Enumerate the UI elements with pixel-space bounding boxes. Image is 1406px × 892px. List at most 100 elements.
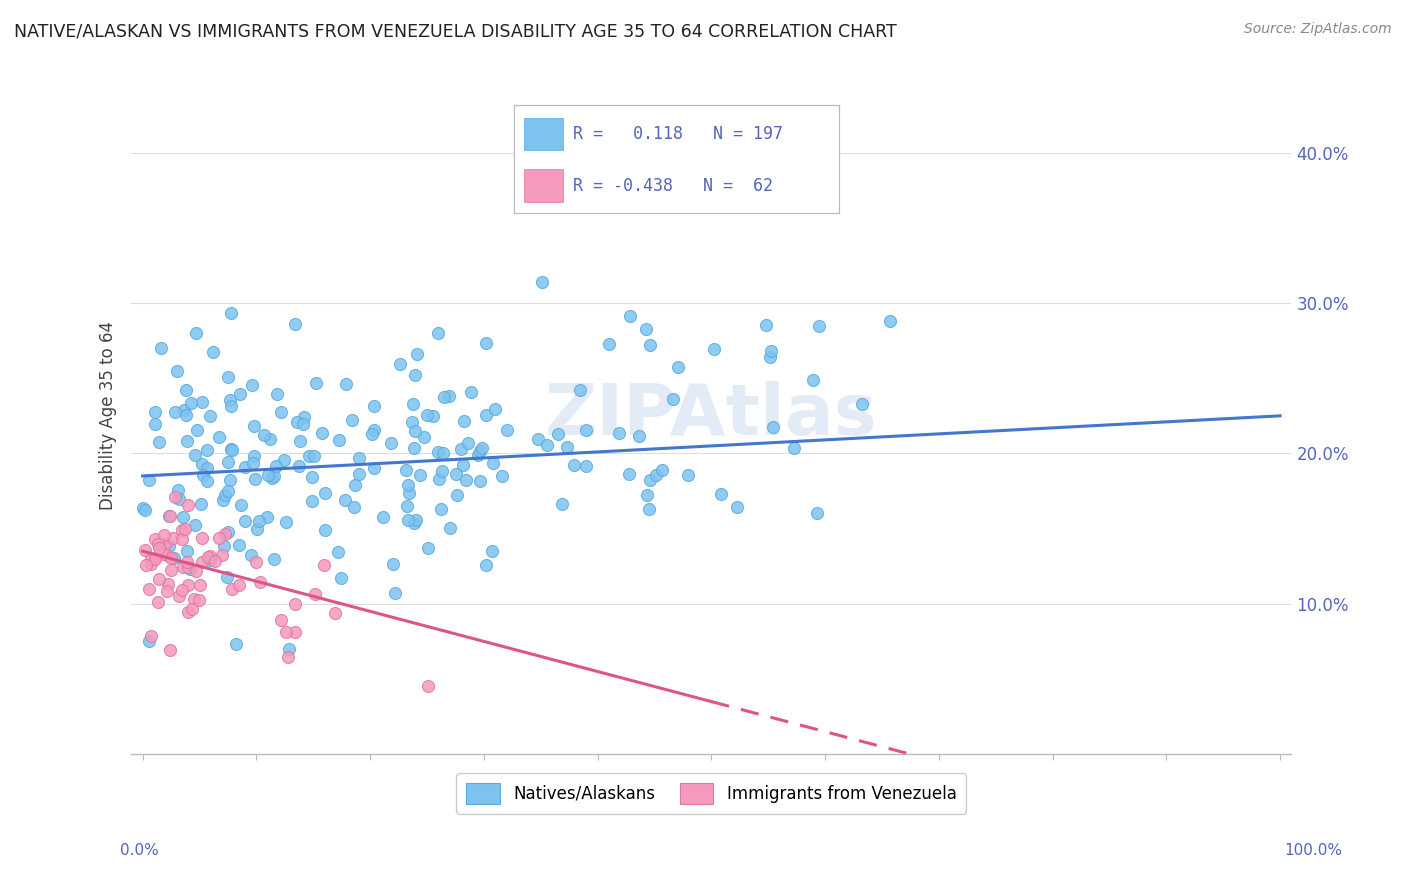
Point [266, 387, 288, 401]
Point [314, 485, 336, 500]
Point [242, 449, 264, 463]
Point [153, 537, 176, 551]
Point [195, 475, 218, 489]
Point [181, 601, 204, 615]
Point [177, 605, 200, 619]
Point [460, 385, 482, 400]
Point [636, 488, 658, 502]
Point [245, 472, 267, 486]
Point [176, 408, 198, 422]
Point [288, 434, 311, 449]
Point [176, 544, 198, 558]
Point [427, 444, 450, 458]
Point [217, 455, 239, 469]
Point [484, 401, 506, 416]
Point [211, 549, 233, 563]
Point [143, 552, 166, 566]
Point [644, 467, 666, 482]
Point [219, 399, 242, 413]
Point [347, 467, 370, 481]
Point [198, 409, 221, 423]
Point [270, 613, 292, 627]
Point [474, 558, 496, 572]
Point [195, 443, 218, 458]
Point [187, 592, 209, 607]
Point [143, 550, 166, 565]
Point [301, 494, 323, 508]
Y-axis label: Disability Age 35 to 64: Disability Age 35 to 64 [100, 321, 117, 510]
Point [256, 510, 278, 524]
Point [138, 634, 160, 648]
Point [416, 541, 439, 555]
Point [229, 386, 252, 401]
Point [650, 463, 672, 477]
Point [141, 551, 163, 566]
Point [277, 642, 299, 657]
Point [167, 589, 190, 603]
Point [575, 423, 598, 437]
Point [314, 523, 336, 537]
Point [177, 498, 200, 512]
Point [242, 377, 264, 392]
Point [292, 409, 315, 424]
Point [132, 500, 155, 515]
Point [404, 425, 426, 439]
Point [668, 359, 690, 374]
Point [173, 522, 195, 536]
Point [159, 563, 181, 577]
Point [783, 442, 806, 456]
Point [335, 376, 357, 391]
Point [536, 438, 558, 452]
Point [879, 314, 901, 328]
Point [301, 469, 323, 483]
Point [304, 587, 326, 601]
Point [263, 551, 285, 566]
Point [467, 448, 489, 462]
Point [416, 409, 439, 423]
Point [284, 625, 307, 640]
Point [758, 350, 780, 364]
Point [446, 488, 468, 502]
Point [170, 532, 193, 546]
Point [302, 449, 325, 463]
Point [253, 427, 276, 442]
Point [363, 461, 385, 475]
Point [166, 363, 188, 377]
Point [228, 577, 250, 591]
Point [157, 539, 180, 553]
Point [177, 559, 200, 574]
Point [806, 506, 828, 520]
Point [347, 450, 370, 465]
Point [481, 543, 503, 558]
Point [143, 532, 166, 546]
Point [225, 637, 247, 651]
Point [598, 336, 620, 351]
Point [430, 502, 453, 516]
Point [710, 486, 733, 500]
Point [384, 586, 406, 600]
Point [808, 319, 831, 334]
Point [398, 513, 420, 527]
Point [284, 317, 307, 331]
Point [245, 555, 267, 569]
Point [152, 547, 174, 561]
Point [156, 548, 179, 562]
Point [184, 326, 207, 340]
Point [531, 275, 554, 289]
Point [274, 625, 297, 640]
Point [179, 562, 201, 576]
Point [851, 397, 873, 411]
Point [405, 513, 427, 527]
Point [413, 430, 436, 444]
Point [755, 318, 778, 332]
Point [311, 425, 333, 440]
Point [450, 442, 472, 457]
Point [395, 463, 418, 477]
Point [148, 572, 170, 586]
Point [163, 490, 186, 504]
Legend: Natives/Alaskans, Immigrants from Venezuela: Natives/Alaskans, Immigrants from Venezu… [457, 773, 966, 814]
Point [416, 680, 439, 694]
Point [432, 446, 454, 460]
Point [215, 569, 238, 583]
Point [135, 558, 157, 573]
